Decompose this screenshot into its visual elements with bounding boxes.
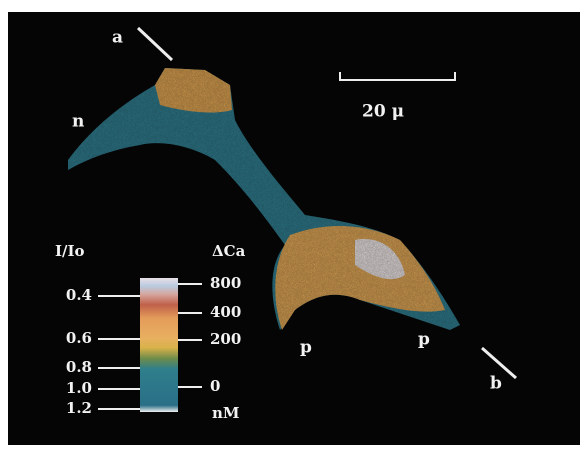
scale-label: 20 μ — [362, 102, 404, 122]
colorbar-title: I/Io — [55, 242, 85, 260]
tick-label: 800 — [210, 274, 241, 292]
tick-label: 0.6 — [66, 329, 92, 347]
line-label: a — [112, 28, 123, 48]
tick-label: 0.4 — [66, 286, 92, 304]
tick-label: 1.2 — [66, 399, 92, 417]
tick-label: 400 — [210, 303, 241, 321]
colorbar — [140, 278, 178, 412]
tick-label: 1.0 — [66, 379, 92, 397]
region-label: p — [300, 338, 312, 358]
colorbar-unit: nM — [212, 404, 240, 422]
tick-label: 200 — [210, 330, 241, 348]
figure: a b n p p 20 μ I/Io ΔCa 0.40.60.81.01.2 … — [0, 0, 588, 451]
region-label: p — [418, 330, 430, 350]
tick-label: 0 — [210, 377, 220, 395]
line-label: b — [490, 374, 502, 394]
tick-label: 0.8 — [66, 358, 92, 376]
region-label: n — [72, 112, 84, 132]
colorbar-title: ΔCa — [212, 242, 246, 260]
